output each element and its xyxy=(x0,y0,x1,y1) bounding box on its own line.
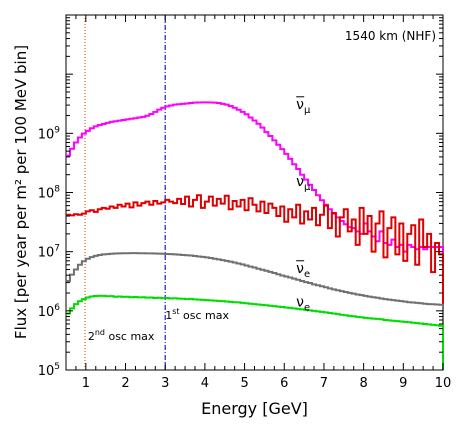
plot-frame xyxy=(65,14,444,371)
x-tick-label: 1 xyxy=(82,376,90,391)
series-label: νe xyxy=(296,295,310,314)
series-line xyxy=(66,294,444,370)
y-tick-label: 108 xyxy=(38,185,61,202)
x-axis-label: Energy [GeV] xyxy=(201,399,308,418)
y-axis-ticks: 105 106 107 108 109 xyxy=(38,17,443,379)
series-line xyxy=(66,252,444,370)
x-tick-label: 8 xyxy=(359,376,367,391)
x-axis-ticks: 1 2 3 4 5 6 7 8 9 10 xyxy=(65,15,452,391)
x-tick-label: 2 xyxy=(121,376,129,391)
osc-max-label: 2nd osc max xyxy=(88,328,155,343)
oscillation-maxima-lines: 2nd osc max 1st osc max xyxy=(84,15,229,370)
y-tick-label: 109 xyxy=(38,125,61,142)
flux-series xyxy=(66,101,444,370)
baseline-annotation: 1540 km (NHF) xyxy=(345,29,436,43)
y-tick-label: 105 xyxy=(38,362,60,379)
series-label: νe xyxy=(296,261,310,280)
y-axis-label: Flux [per year per m² per 100 MeV bin] xyxy=(12,45,30,339)
x-tick-label: 5 xyxy=(240,376,248,391)
x-tick-label: 7 xyxy=(320,376,328,391)
y-tick-label: 107 xyxy=(38,244,60,261)
x-tick-label: 9 xyxy=(399,376,407,391)
x-tick-label: 10 xyxy=(435,376,452,391)
x-tick-label: 6 xyxy=(280,376,288,391)
series-label: νμ xyxy=(296,174,311,193)
osc-max-label: 1st osc max xyxy=(165,307,229,322)
x-tick-label: 3 xyxy=(161,376,169,391)
series-labels: νμ νμ νe νe xyxy=(296,96,311,314)
series-line xyxy=(66,194,444,370)
y-tick-label: 106 xyxy=(38,303,61,320)
x-tick-label: 4 xyxy=(201,376,209,391)
series-label: νμ xyxy=(296,97,311,116)
